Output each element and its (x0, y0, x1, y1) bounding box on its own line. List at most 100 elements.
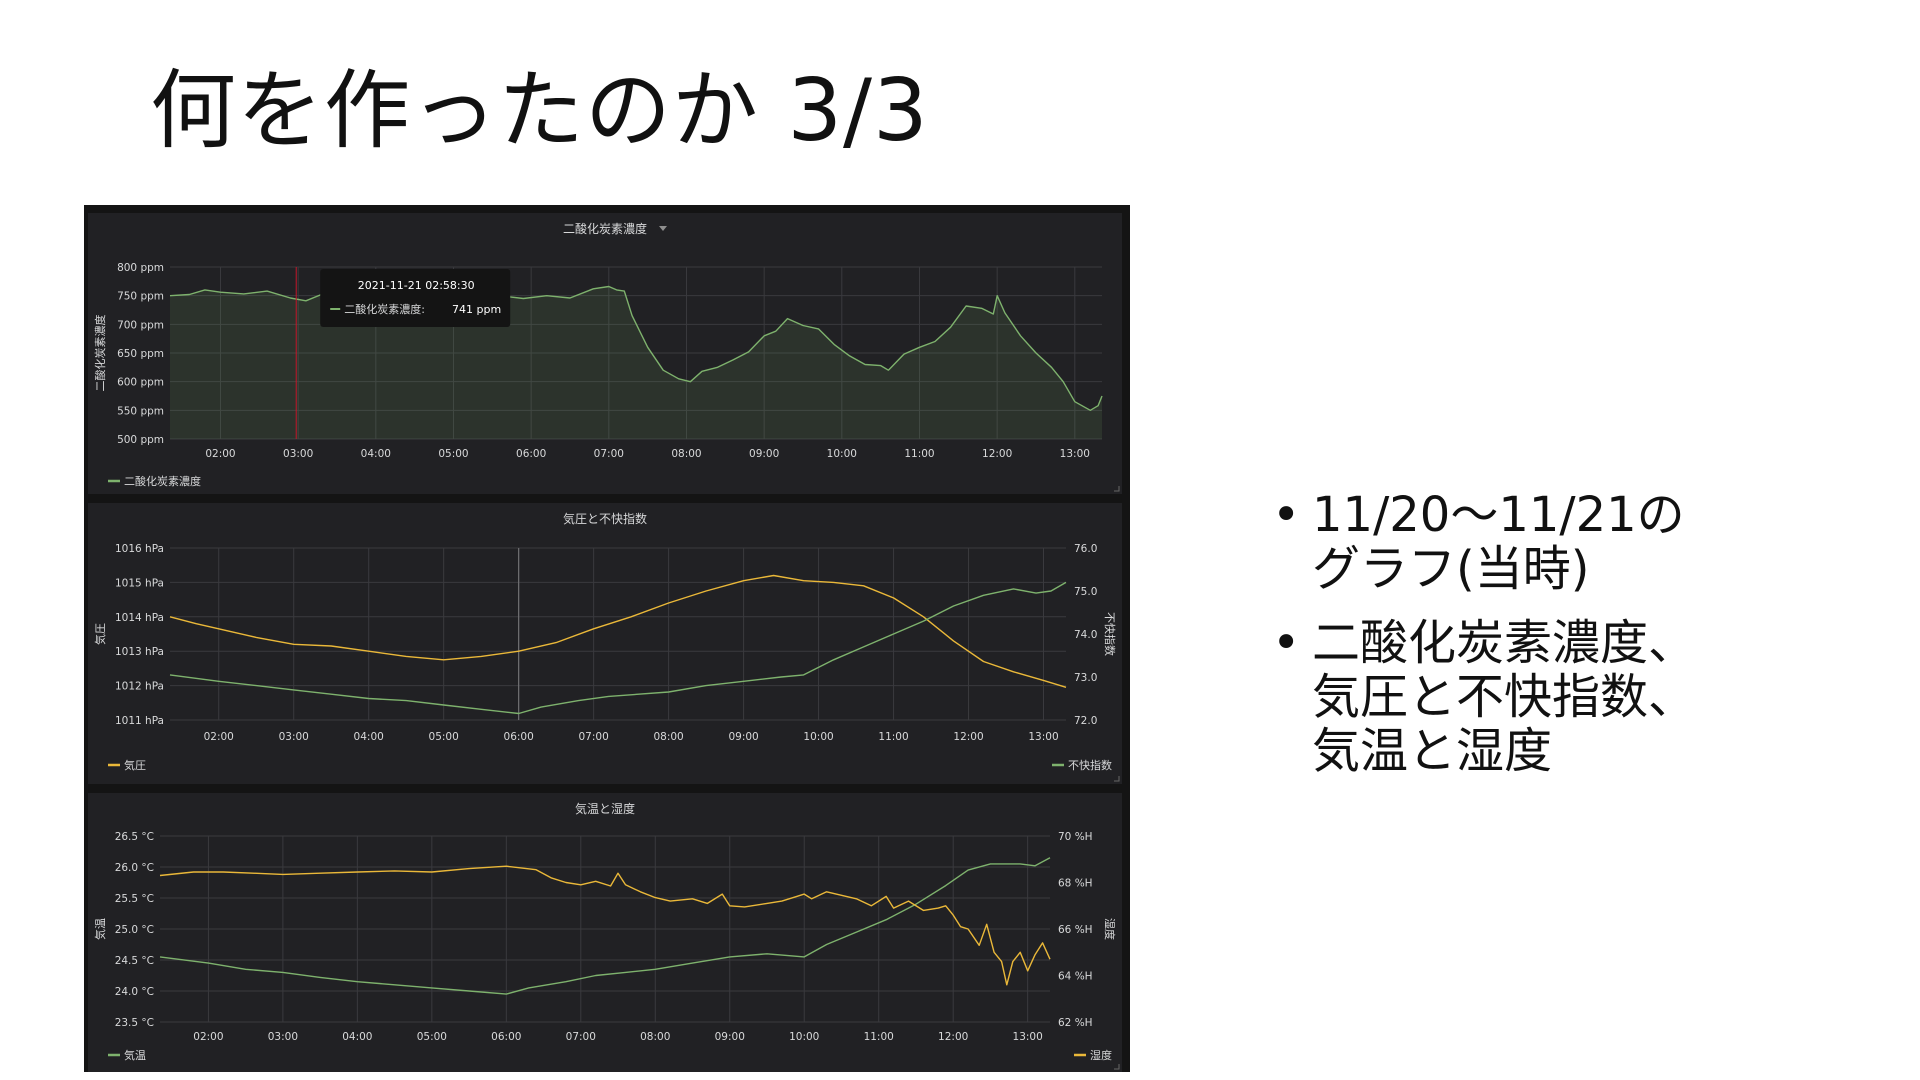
bullet-item: • 11/20～11/21の グラフ(当時) (1272, 488, 1696, 596)
tooltip-value: 741 ppm (452, 303, 501, 316)
legend-label: 不快指数 (1068, 758, 1112, 772)
y-tick-label: 550 ppm (117, 405, 164, 417)
x-tick-label: 09:00 (728, 731, 758, 743)
x-tick-label: 06:00 (491, 1031, 521, 1043)
x-tick-label: 07:00 (594, 448, 624, 460)
legend-item: 気温 (108, 1048, 146, 1062)
y-right-tick-label: 74.0 (1074, 629, 1097, 641)
y-tick-label: 24.5 °C (115, 955, 154, 967)
y-tick-label: 1014 hPa (115, 612, 164, 624)
dropdown-caret-icon (659, 226, 667, 231)
legend-item: 湿度 (1074, 1048, 1112, 1062)
slide-title: 何を作ったのか 3/3 (150, 61, 929, 161)
y-axis-right: 72.0 73.0 74.0 75.0 76.0 (1074, 543, 1097, 727)
x-tick-label: 10:00 (803, 731, 833, 743)
dashboard-screenshot: 二酸化炭素濃度 500 ppm 550 ppm 600 ppm 650 ppm 700 p… (84, 205, 1130, 1072)
y-tick-label: 500 ppm (117, 434, 164, 446)
y-tick-label: 1015 hPa (115, 577, 164, 589)
x-tick-label: 03:00 (268, 1031, 298, 1043)
x-tick-label: 13:00 (1060, 448, 1090, 460)
resize-handle-icon (1114, 486, 1120, 492)
y-right-tick-label: 70 %H (1058, 831, 1093, 843)
legend-item: 二酸化炭素濃度 (108, 474, 201, 488)
panel-temperature-humidity: 気温と湿度 23.5 °C 24.0 °C 24.5 °C 25.0 °C 25.5 °C… (88, 793, 1122, 1072)
y-tick-label: 25.5 °C (115, 893, 154, 905)
y-tick-label: 650 ppm (117, 348, 164, 360)
x-tick-label: 02:00 (193, 1031, 223, 1043)
tooltip-box (320, 269, 511, 327)
y-tick-label: 23.5 °C (115, 1017, 154, 1029)
x-tick-label: 06:00 (516, 448, 546, 460)
bullet-item: • 二酸化炭素濃度、 気圧と不快指数、 気温と湿度 (1272, 616, 1696, 778)
legend-item: 気圧 (108, 758, 146, 772)
legend-label: 二酸化炭素濃度 (124, 474, 201, 488)
x-tick-label: 12:00 (982, 448, 1012, 460)
y-right-tick-label: 75.0 (1074, 586, 1097, 598)
bullet-dot-icon: • (1272, 615, 1301, 671)
y-tick-label: 1016 hPa (115, 543, 164, 555)
legend-item: 不快指数 (1052, 758, 1112, 772)
y-tick-label: 800 ppm (117, 262, 164, 274)
y-axis-left: 23.5 °C 24.0 °C 24.5 °C 25.0 °C 25.5 °C 26.0 … (115, 831, 1050, 1029)
y-right-tick-label: 72.0 (1074, 715, 1097, 727)
panel-title: 気圧と不快指数 (563, 511, 647, 526)
x-tick-label: 10:00 (827, 448, 857, 460)
x-tick-label: 03:00 (279, 731, 309, 743)
y-tick-label: 26.5 °C (115, 831, 154, 843)
x-tick-label: 05:00 (438, 448, 468, 460)
y-axis-right-title: 湿度 (1103, 918, 1117, 940)
panel-pressure-discomfort: 気圧と不快指数 1011 hPa 1012 hPa 1013 hPa 1014 hPa 1… (88, 503, 1122, 784)
series-area (170, 286, 1102, 439)
bullet-text: 二酸化炭素濃度、 気圧と不快指数、 気温と湿度 (1312, 615, 1697, 779)
panel-title: 二酸化炭素濃度 (563, 221, 647, 236)
y-right-tick-label: 64 %H (1058, 971, 1093, 983)
x-tick-label: 11:00 (904, 448, 934, 460)
bullet-dot-icon: • (1272, 487, 1301, 543)
y-axis-title: 二酸化炭素濃度 (93, 315, 107, 392)
x-tick-label: 02:00 (204, 731, 234, 743)
x-tick-label: 12:00 (938, 1031, 968, 1043)
x-tick-label: 04:00 (354, 731, 384, 743)
x-tick-label: 11:00 (864, 1031, 894, 1043)
y-axis-right-title: 不快指数 (1103, 612, 1117, 656)
series-line (169, 574, 1067, 688)
resize-handle-icon (1114, 1064, 1120, 1070)
bullet-list: • 11/20～11/21の グラフ(当時) • 二酸化炭素濃度、 気圧と不快指数、… (1272, 488, 1696, 798)
y-right-tick-label: 62 %H (1058, 1017, 1093, 1029)
x-tick-label: 09:00 (715, 1031, 745, 1043)
series-line (159, 865, 1051, 986)
y-axis-title: 気温 (93, 918, 107, 940)
x-tick-label: 07:00 (578, 731, 608, 743)
panel-title: 気温と湿度 (575, 801, 635, 816)
legend-label: 気圧 (124, 758, 146, 772)
y-tick-label: 700 ppm (117, 319, 164, 331)
x-tick-label: 05:00 (417, 1031, 447, 1043)
y-axis-right: 62 %H 64 %H 66 %H 68 %H 70 %H (1058, 831, 1093, 1029)
series-line (169, 581, 1067, 715)
temperature-humidity-chart: 気温と湿度 23.5 °C 24.0 °C 24.5 °C 25.0 °C 25.5 °C… (93, 801, 1120, 1070)
y-right-tick-label: 73.0 (1074, 672, 1097, 684)
x-tick-label: 04:00 (361, 448, 391, 460)
y-tick-label: 600 ppm (117, 377, 164, 389)
x-tick-label: 08:00 (671, 448, 701, 460)
y-tick-label: 26.0 °C (115, 862, 154, 874)
x-tick-label: 02:00 (205, 448, 235, 460)
resize-handle-icon (1114, 776, 1120, 782)
y-right-tick-label: 66 %H (1058, 924, 1093, 936)
y-axis-left: 1011 hPa 1012 hPa 1013 hPa 1014 hPa 1015 hPa… (115, 543, 1066, 727)
y-axis-title: 気圧 (93, 623, 107, 645)
x-tick-label: 13:00 (1013, 1031, 1043, 1043)
x-tick-label: 07:00 (566, 1031, 596, 1043)
tooltip-time: 2021-11-21 02:58:30 (358, 279, 475, 292)
x-tick-label: 08:00 (653, 731, 683, 743)
series-line (159, 857, 1051, 995)
x-tick-label: 11:00 (878, 731, 908, 743)
x-tick-label: 03:00 (283, 448, 313, 460)
legend-label: 湿度 (1090, 1048, 1112, 1062)
x-tick-label: 12:00 (953, 731, 983, 743)
tooltip: 2021-11-21 02:58:30 二酸化炭素濃度: 741 ppm (320, 269, 511, 327)
y-right-tick-label: 76.0 (1074, 543, 1097, 555)
x-axis: 02:00 03:00 04:00 05:00 06:00 07:00 08:00 09:00… (193, 836, 1043, 1043)
y-tick-label: 1011 hPa (115, 715, 164, 727)
